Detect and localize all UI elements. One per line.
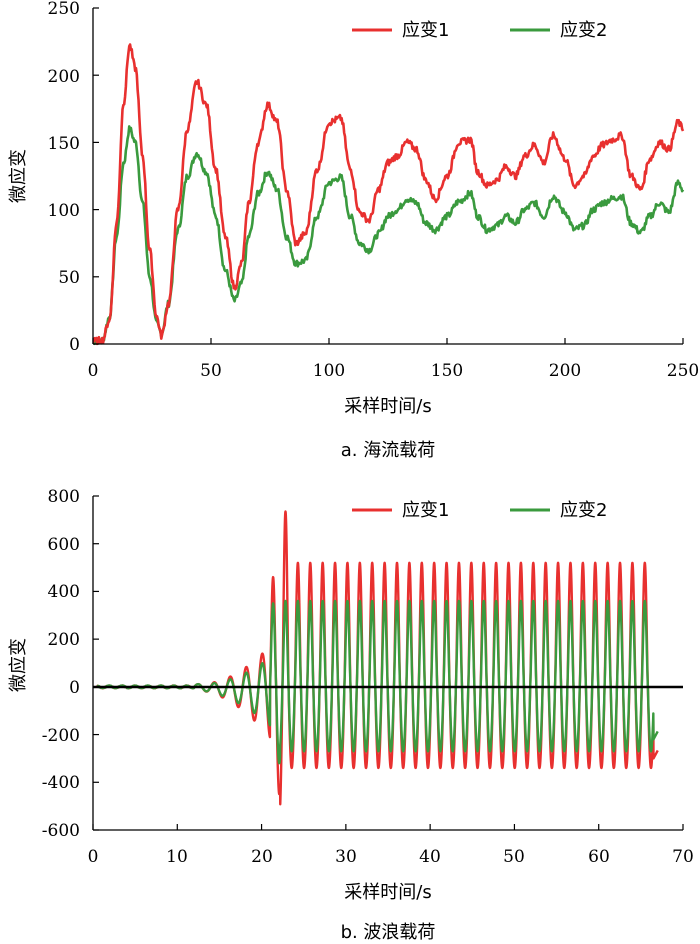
chart-a-ytick: 100	[48, 201, 80, 221]
chart-b-legend-label-1: 应变1	[402, 500, 449, 521]
chart-b-ytick: -600	[42, 821, 80, 841]
chart-b-xtick: 30	[335, 847, 357, 867]
chart-a-ticks	[92, 7, 684, 345]
chart-b-ytick: 0	[69, 678, 80, 698]
chart-b-xtick: 20	[251, 847, 273, 867]
chart-b-ticks	[92, 495, 684, 831]
chart-b-xtick: 60	[588, 847, 610, 867]
chart-b-xtick: 40	[419, 847, 441, 867]
chart-a-ytick: 50	[58, 268, 80, 288]
chart-b-legend-label-2: 应变2	[560, 500, 607, 521]
chart-a-y-axis-title: 微应变	[8, 149, 29, 203]
chart-a: 250 200 150 100 50 0 0 50 100 150 200 25…	[8, 0, 699, 461]
chart-b-ytick: 800	[48, 487, 80, 507]
chart-b-ytick: -200	[42, 726, 80, 746]
chart-b-xtick: 50	[503, 847, 525, 867]
chart-a-ytick: 150	[48, 134, 80, 154]
chart-a-xtick: 100	[313, 361, 345, 381]
chart-a-series-line-1	[92, 43, 685, 346]
chart-a-legend: 应变1 应变2	[352, 20, 607, 41]
chart-b-xtick: 10	[166, 847, 188, 867]
chart-a-legend-label-1: 应变1	[402, 20, 449, 41]
chart-b-series	[96, 510, 659, 806]
chart-a-ytick: 0	[69, 335, 80, 355]
chart-a-series-line-2	[92, 125, 685, 346]
chart-b-y-axis-title: 微应变	[8, 638, 29, 692]
chart-a-xtick: 0	[88, 361, 99, 381]
chart-a-xtick: 200	[549, 361, 581, 381]
chart-a-x-axis-title: 采样时间/s	[344, 396, 431, 417]
chart-b-xtick: 0	[88, 847, 99, 867]
chart-b-ytick: -400	[42, 773, 80, 793]
chart-a-caption: a. 海流载荷	[341, 440, 435, 461]
chart-b-legend: 应变1 应变2	[352, 500, 607, 521]
chart-b-ytick: 400	[48, 582, 80, 602]
chart-b-caption: b. 波浪载荷	[341, 922, 436, 943]
chart-b-ytick: 600	[48, 535, 80, 555]
chart-b-x-axis-title: 采样时间/s	[344, 882, 431, 903]
chart-b: 800 600 400 200 0 -200 -400 -600 0 10 20…	[8, 487, 694, 943]
chart-a-xtick: 150	[431, 361, 463, 381]
chart-a-legend-label-2: 应变2	[560, 20, 607, 41]
chart-b-xtick: 70	[672, 847, 694, 867]
chart-a-series	[92, 43, 685, 346]
chart-b-ytick: 200	[48, 630, 80, 650]
chart-a-xtick: 250	[667, 361, 699, 381]
chart-a-ytick: 200	[48, 67, 80, 87]
chart-a-xtick: 50	[200, 361, 222, 381]
chart-b-series-line-2	[96, 599, 659, 765]
chart-a-ytick: 250	[48, 0, 80, 19]
